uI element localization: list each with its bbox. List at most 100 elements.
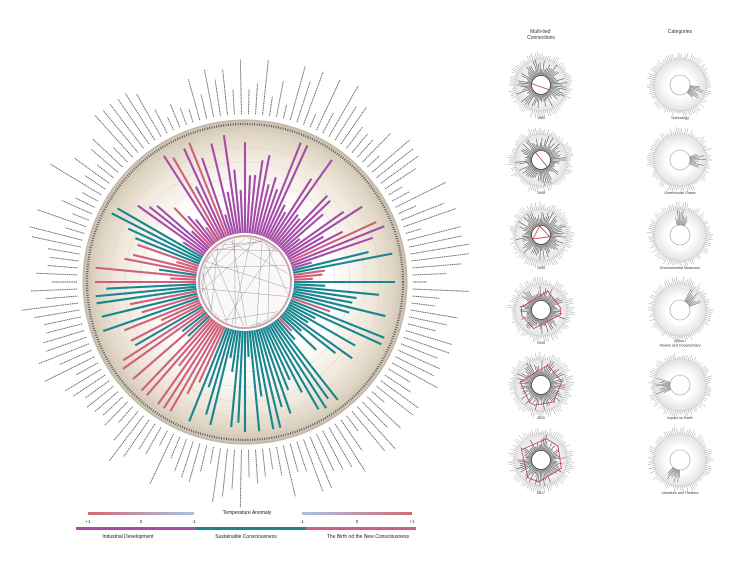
mini-outer-tick xyxy=(518,404,524,410)
mini-bar xyxy=(515,236,532,240)
mini-bar xyxy=(550,386,565,390)
mini-bar xyxy=(549,76,555,81)
mini-outer-tick xyxy=(658,404,663,410)
mini-bar xyxy=(684,220,688,227)
mini-outer-tick xyxy=(698,290,701,293)
mini-bar xyxy=(663,388,672,393)
mini-outer-tick xyxy=(704,75,707,77)
mini-outer-tick xyxy=(516,139,522,144)
mini-bar xyxy=(550,156,560,159)
mini-outer-tick xyxy=(704,318,711,322)
mini-bar xyxy=(527,301,533,306)
mini-outer-tick xyxy=(559,362,565,368)
mini-bar xyxy=(529,448,535,453)
mini-outer-tick xyxy=(650,373,656,377)
mini-bar xyxy=(526,379,532,382)
mini-outer-tick xyxy=(566,228,571,230)
mini-bar xyxy=(525,167,535,176)
mini-outer-tick xyxy=(528,55,532,61)
mini-outer-tick xyxy=(648,153,655,155)
mini-bar xyxy=(550,312,558,315)
mini-outer-tick xyxy=(667,259,671,266)
hub-link xyxy=(274,249,278,253)
mini-outer-tick xyxy=(556,105,561,110)
mini-outer-tick xyxy=(524,257,529,264)
mini-bar xyxy=(542,139,546,151)
mini-bar xyxy=(527,89,533,92)
mini-outer-tick xyxy=(514,220,519,224)
mini-outer-tick xyxy=(705,380,710,382)
mini-outer-tick xyxy=(704,241,712,245)
mini-bar xyxy=(547,467,554,474)
mini-bar xyxy=(688,300,696,306)
mini-outer-tick xyxy=(697,362,701,366)
mini-outer-tick xyxy=(651,171,658,176)
outer-label-mark xyxy=(248,449,250,478)
mini-outer-tick xyxy=(543,129,545,135)
mini-bar xyxy=(546,365,555,377)
mini-bar xyxy=(542,394,545,410)
mini-bar xyxy=(689,162,700,167)
outer-label-mark xyxy=(376,148,414,178)
mini-bar xyxy=(534,446,538,451)
mini-bar xyxy=(548,297,559,305)
outer-label-mark xyxy=(113,411,139,441)
mini-outer-tick xyxy=(660,255,665,260)
mini-outer-tick xyxy=(565,76,572,79)
mini-bar xyxy=(545,137,554,152)
mini-bar xyxy=(534,93,537,98)
hub-link xyxy=(269,313,277,319)
mini-outer-tick xyxy=(656,212,662,218)
mini-outer-tick xyxy=(552,205,556,212)
mini-outer-tick xyxy=(526,205,530,212)
mini-outer-tick xyxy=(648,73,656,77)
radial-bar xyxy=(286,305,356,347)
mini-outer-tick xyxy=(704,166,710,169)
mini-bar xyxy=(689,163,699,168)
mini-outer-tick xyxy=(650,245,657,249)
mini-outer-tick xyxy=(651,95,657,98)
mini-bar xyxy=(536,94,540,103)
mini-bar xyxy=(689,153,697,158)
mini-outer-tick xyxy=(510,75,517,79)
mini-outer-tick xyxy=(532,335,535,343)
mini-outer-tick xyxy=(547,206,549,210)
outer-label-mark xyxy=(276,81,284,118)
mini-outer-tick xyxy=(654,401,661,407)
mini-outer-tick xyxy=(513,473,520,478)
mini-outer-tick xyxy=(511,168,517,171)
mini-outer-tick xyxy=(516,64,522,69)
mini-outer-tick xyxy=(687,207,690,211)
column-title-line-2: Connections xyxy=(527,35,555,41)
mini-bar xyxy=(522,229,532,233)
outer-label-mark xyxy=(357,406,396,450)
mini-bar xyxy=(660,387,671,391)
mini-outer-tick xyxy=(701,398,706,402)
mini-outer-tick xyxy=(511,71,518,75)
mini-outer-tick xyxy=(672,335,674,339)
mini-outer-tick xyxy=(658,179,663,184)
mini-outer-tick xyxy=(692,332,695,336)
mini-outer-tick xyxy=(655,98,659,101)
small-multiples: 196019901995200520102017TechnologyGreenh… xyxy=(507,51,714,495)
radial-bar xyxy=(291,294,350,314)
mini-outer-tick xyxy=(550,131,553,136)
mini-bar xyxy=(683,216,688,226)
outer-label-mark xyxy=(102,110,139,153)
mini-outer-tick xyxy=(701,292,708,297)
mini-outer-tick xyxy=(510,166,517,169)
outer-label-mark xyxy=(388,186,403,196)
mini-outer-tick xyxy=(532,485,535,492)
mini-outer-tick xyxy=(525,107,529,111)
mini-outer-tick xyxy=(562,173,566,176)
mini-bar xyxy=(549,224,563,231)
mini-outer-tick xyxy=(529,206,532,211)
mini-outer-tick xyxy=(519,176,522,179)
mini-bar xyxy=(548,241,558,250)
mini-bar xyxy=(546,93,550,98)
mini-outer-tick xyxy=(698,327,702,331)
mini-bar xyxy=(521,464,533,470)
mini-outer-tick xyxy=(699,139,705,144)
mini-bar xyxy=(527,167,535,177)
mini-outer-tick xyxy=(661,181,666,188)
